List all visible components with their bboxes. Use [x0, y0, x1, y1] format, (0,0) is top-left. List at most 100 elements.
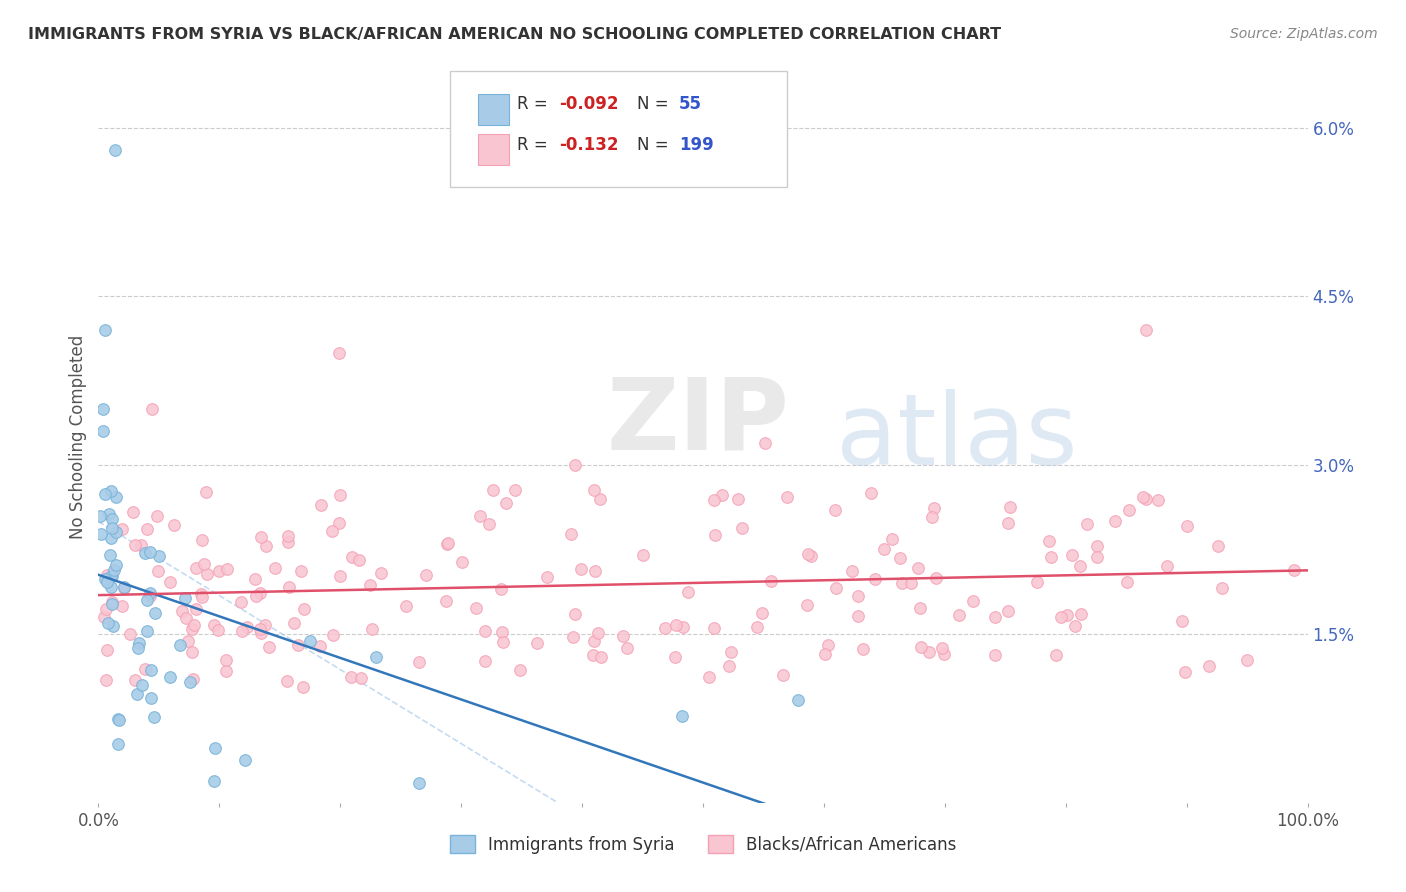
Point	[824, 503, 846, 517]
Point	[582, 483, 605, 497]
Point	[96, 574, 118, 589]
Point	[921, 510, 943, 524]
Point	[1236, 653, 1258, 667]
Point	[934, 647, 956, 661]
Point	[561, 630, 583, 644]
Point	[796, 547, 818, 561]
Point	[907, 561, 929, 575]
Point	[309, 640, 332, 654]
Point	[236, 620, 259, 634]
Point	[277, 528, 299, 542]
Point	[120, 626, 142, 640]
Point	[128, 636, 150, 650]
Point	[1087, 539, 1109, 553]
Point	[245, 590, 267, 604]
Point	[703, 621, 725, 635]
Point	[589, 649, 612, 664]
Point	[482, 483, 505, 497]
Point	[141, 690, 163, 705]
Point	[408, 655, 430, 669]
Text: -0.132: -0.132	[560, 136, 619, 153]
Point	[359, 578, 381, 592]
Point	[900, 576, 922, 591]
Text: N =: N =	[637, 136, 673, 153]
Point	[104, 490, 127, 504]
Point	[1156, 558, 1178, 573]
Point	[564, 607, 586, 622]
Point	[583, 565, 606, 579]
Point	[924, 571, 946, 585]
Point	[96, 601, 118, 615]
Point	[564, 458, 586, 473]
Point	[287, 639, 309, 653]
Point	[1026, 575, 1049, 590]
Point	[908, 601, 931, 615]
Point	[131, 678, 153, 692]
Point	[1135, 492, 1157, 507]
Point	[751, 607, 773, 621]
Text: N =: N =	[637, 95, 673, 113]
Point	[124, 538, 146, 552]
Point	[107, 713, 129, 727]
Point	[1132, 490, 1154, 504]
Point	[665, 617, 688, 632]
Point	[163, 517, 186, 532]
Point	[214, 653, 236, 667]
Point	[169, 638, 191, 652]
Point	[98, 507, 121, 521]
Point	[329, 569, 352, 583]
Point	[437, 536, 460, 550]
Point	[127, 640, 149, 655]
Point	[1064, 618, 1087, 632]
Point	[229, 595, 252, 609]
Point	[328, 345, 350, 359]
Text: 199: 199	[679, 136, 714, 153]
Point	[180, 645, 202, 659]
Point	[204, 774, 226, 789]
Point	[984, 648, 1007, 662]
Point	[110, 599, 132, 613]
Point	[148, 564, 170, 578]
Point	[489, 582, 512, 596]
Point	[436, 594, 458, 608]
Point	[1211, 581, 1233, 595]
Point	[468, 509, 491, 524]
Point	[98, 548, 121, 562]
Point	[1045, 648, 1067, 662]
Point	[253, 618, 276, 632]
Point	[491, 624, 513, 639]
Point	[136, 522, 159, 536]
Point	[1104, 514, 1126, 528]
Point	[208, 565, 231, 579]
Point	[127, 687, 149, 701]
Point	[141, 401, 163, 416]
Point	[962, 593, 984, 607]
Point	[776, 490, 799, 504]
Point	[257, 640, 280, 654]
Text: atlas: atlas	[837, 389, 1077, 485]
Point	[997, 604, 1019, 618]
Point	[1282, 563, 1305, 577]
Point	[94, 673, 117, 687]
Point	[249, 626, 271, 640]
Point	[589, 492, 612, 507]
Point	[754, 435, 776, 450]
Point	[90, 526, 112, 541]
Point	[1085, 549, 1108, 564]
Point	[370, 566, 392, 580]
Point	[329, 487, 352, 501]
Point	[139, 586, 162, 600]
Point	[891, 575, 914, 590]
Point	[179, 675, 201, 690]
Point	[451, 555, 474, 569]
Point	[294, 601, 316, 615]
Point	[571, 561, 593, 575]
Point	[350, 671, 373, 685]
Point	[233, 753, 256, 767]
Text: -0.092: -0.092	[560, 95, 619, 113]
Point	[184, 561, 207, 575]
Point	[477, 516, 499, 531]
Point	[408, 776, 430, 790]
Point	[96, 567, 118, 582]
Point	[183, 672, 205, 686]
